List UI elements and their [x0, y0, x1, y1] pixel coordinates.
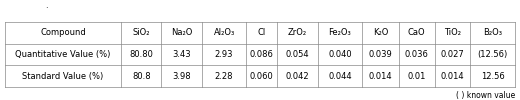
Text: B₂O₃: B₂O₃ — [483, 28, 502, 37]
Text: TiO₂: TiO₂ — [444, 28, 461, 37]
Text: K₂O: K₂O — [373, 28, 388, 37]
Text: 0.042: 0.042 — [285, 72, 309, 81]
Text: 0.014: 0.014 — [369, 72, 393, 81]
Text: Cl: Cl — [257, 28, 266, 37]
Text: ZrO₂: ZrO₂ — [288, 28, 307, 37]
Text: 2.28: 2.28 — [215, 72, 233, 81]
Text: 80.8: 80.8 — [132, 72, 150, 81]
Text: 0.039: 0.039 — [369, 50, 393, 59]
Text: Fe₂O₃: Fe₂O₃ — [329, 28, 351, 37]
Text: 0.054: 0.054 — [285, 50, 309, 59]
Text: 0.036: 0.036 — [405, 50, 428, 59]
Text: (12.56): (12.56) — [477, 50, 508, 59]
Text: 0.027: 0.027 — [440, 50, 464, 59]
Text: Compound: Compound — [40, 28, 86, 37]
Text: CaO: CaO — [408, 28, 425, 37]
Text: 12.56: 12.56 — [480, 72, 504, 81]
Text: Na₂O: Na₂O — [171, 28, 192, 37]
Text: 3.43: 3.43 — [172, 50, 191, 59]
Text: 3.98: 3.98 — [172, 72, 191, 81]
Text: 0.086: 0.086 — [250, 50, 274, 59]
Text: SiO₂: SiO₂ — [133, 28, 150, 37]
Text: Al₂O₃: Al₂O₃ — [213, 28, 235, 37]
Text: 0.040: 0.040 — [328, 50, 352, 59]
Text: 0.044: 0.044 — [328, 72, 352, 81]
Text: Standard Value (%): Standard Value (%) — [22, 72, 103, 81]
Text: 0.01: 0.01 — [408, 72, 426, 81]
Text: .: . — [45, 1, 48, 10]
Text: ( ) known value: ( ) known value — [456, 91, 515, 100]
Text: 0.060: 0.060 — [250, 72, 274, 81]
Text: 2.93: 2.93 — [215, 50, 233, 59]
Text: Quantitative Value (%): Quantitative Value (%) — [16, 50, 111, 59]
Text: 80.80: 80.80 — [129, 50, 153, 59]
Text: 0.014: 0.014 — [440, 72, 464, 81]
